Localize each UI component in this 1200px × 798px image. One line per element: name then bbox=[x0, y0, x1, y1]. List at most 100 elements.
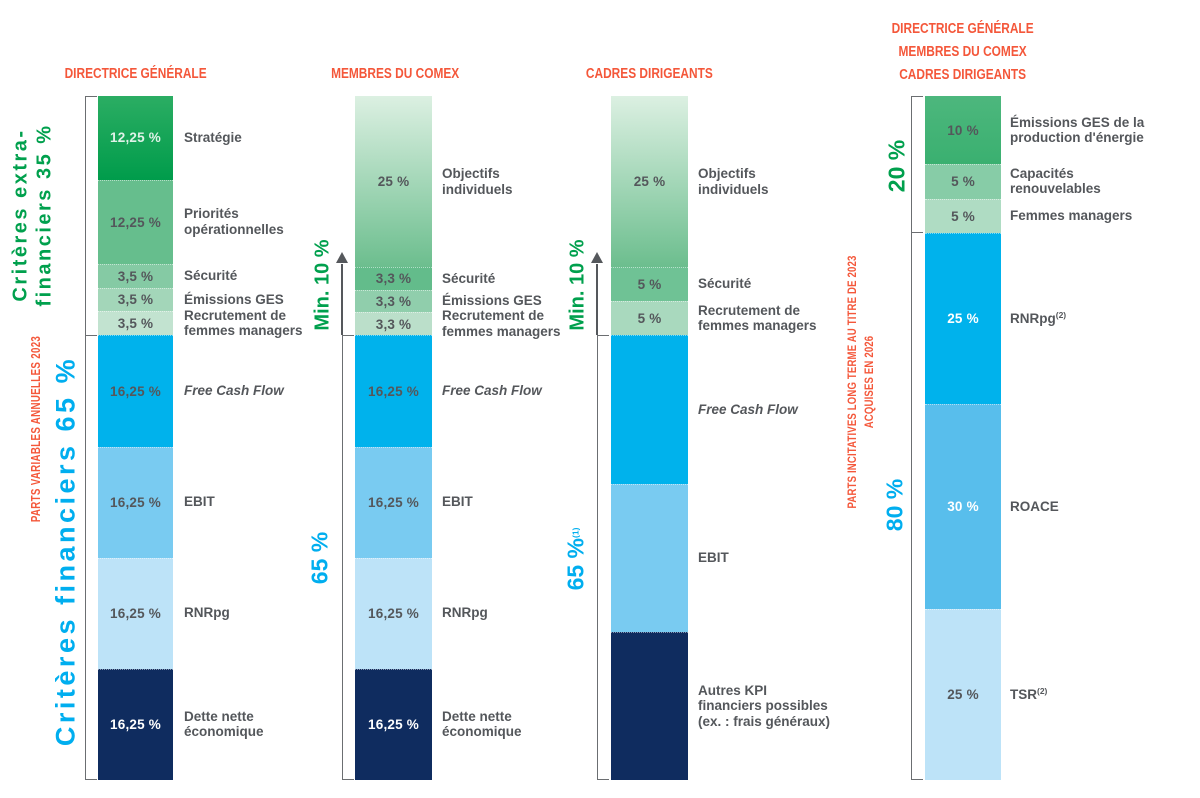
label-row: Sécurité bbox=[184, 264, 352, 288]
segment-securite: 3,3 % bbox=[355, 267, 432, 290]
segment-value: 10 % bbox=[947, 122, 979, 138]
bar-cadres-dirigeants: 25 % 5 % 5 % bbox=[611, 96, 688, 780]
label-row: EBIT bbox=[698, 484, 878, 632]
bracket-col4-20pct bbox=[911, 96, 923, 233]
label-row: ROACE bbox=[1010, 404, 1198, 609]
label-row: Priorités opérationnelles bbox=[184, 180, 352, 264]
labels-membres-comex: Objectifs individuels Sécurité Émissions… bbox=[442, 96, 610, 780]
column-header-cadres-dirigeants: CADRES DIRIGEANTS bbox=[499, 63, 799, 86]
segment-emissions-ges: 3,3 % bbox=[355, 289, 432, 313]
segment-value: 12,25 % bbox=[110, 214, 161, 230]
segment-label: Recrutement de femmes managers bbox=[184, 307, 303, 339]
segment-label-text: RNRpg bbox=[1010, 310, 1056, 326]
label-row: Free Cash Flow bbox=[442, 335, 610, 446]
labels-cadres-dirigeants: Objectifs individuels Sécurité Recruteme… bbox=[698, 96, 878, 780]
segment-label: Free Cash Flow bbox=[184, 383, 284, 399]
segment-strategie: 12,25 % bbox=[98, 96, 173, 180]
min10-arrow-shaft-cadres bbox=[596, 264, 598, 335]
label-row: Émissions GES bbox=[442, 290, 610, 313]
labels-directrice-generale: Stratégie Priorités opérationnelles Sécu… bbox=[184, 96, 352, 780]
bar-directrice-generale: 12,25 % 12,25 % 3,5 % 3,5 % 3,5 % 16,25 … bbox=[98, 96, 173, 780]
segment-value: 16,25 % bbox=[368, 383, 419, 399]
bracket-col1-financier bbox=[85, 335, 97, 780]
label-row: RNRpg bbox=[184, 558, 352, 669]
segment-value: 3,5 % bbox=[117, 268, 154, 284]
segment-value: 12,25 % bbox=[110, 130, 161, 146]
min10-arrow-shaft-comex bbox=[341, 264, 343, 335]
segment-label: Priorités opérationnelles bbox=[184, 206, 284, 237]
label-row: Recrutement de femmes managers bbox=[698, 301, 878, 335]
label-row: Stratégie bbox=[184, 96, 352, 180]
label-row: Dette nette économique bbox=[184, 669, 352, 780]
segment-label: Autres KPI financiers possibles (ex. : f… bbox=[698, 682, 831, 729]
segment-label: Recrutement de femmes managers bbox=[442, 308, 561, 339]
segment-label: Femmes managers bbox=[1010, 207, 1133, 223]
label-row: Sécurité bbox=[442, 267, 610, 290]
min10-arrow-head-icon bbox=[336, 252, 348, 263]
segment-value: 3,3 % bbox=[375, 271, 412, 287]
segment-securite: 5 % bbox=[611, 267, 688, 302]
segment-label: Sécurité bbox=[184, 267, 238, 283]
label-row: RNRpg bbox=[442, 558, 610, 669]
column-header-text: MEMBRES DU COMEX bbox=[330, 66, 460, 82]
segment-value: 16,25 % bbox=[110, 717, 161, 733]
segment-autres-kpi bbox=[611, 631, 688, 780]
label-row: Recrutement de femmes managers bbox=[184, 308, 352, 339]
segment-value: 3,5 % bbox=[117, 292, 154, 308]
segment-femmes-managers: 5 % bbox=[925, 198, 1001, 233]
bracket-col3-financier bbox=[597, 335, 609, 780]
segment-label: RNRpg bbox=[184, 605, 230, 621]
segment-value: 16,25 % bbox=[110, 606, 161, 622]
segment-value: 16,25 % bbox=[110, 383, 161, 399]
segment-label: Sécurité bbox=[442, 270, 496, 286]
segment-label: Stratégie bbox=[184, 130, 242, 146]
label-parts-variables-annuelles: PARTS VARIABLES ANNUELLES 2023 bbox=[29, 335, 43, 523]
label-row: Autres KPI financiers possibles (ex. : f… bbox=[698, 632, 878, 780]
label-row: EBIT bbox=[442, 447, 610, 558]
segment-label: RNRpg(2) bbox=[1010, 309, 1067, 327]
segment-label: Sécurité bbox=[698, 276, 752, 292]
segment-recrutement-femmes-managers: 3,5 % bbox=[98, 311, 173, 336]
segment-label: Free Cash Flow bbox=[442, 383, 542, 399]
segment-free-cash-flow: 16,25 % bbox=[355, 335, 432, 447]
label-row: Free Cash Flow bbox=[184, 335, 352, 446]
segment-securite: 3,5 % bbox=[98, 263, 173, 288]
column-header-combined: DIRECTRICE GÉNÉRALE MEMBRES DU COMEX CAD… bbox=[813, 18, 1113, 88]
segment-value: 16,25 % bbox=[368, 495, 419, 511]
segment-free-cash-flow: 16,25 % bbox=[98, 335, 173, 447]
segment-recrutement-femmes-managers: 3,3 % bbox=[355, 312, 432, 336]
segment-label: Dette nette économique bbox=[442, 708, 522, 740]
segment-value: 5 % bbox=[951, 208, 975, 224]
label-row: Sécurité bbox=[698, 267, 878, 301]
segment-label: Objectifs individuels bbox=[698, 165, 769, 197]
column-header-text: DIRECTRICE GÉNÉRALE bbox=[64, 66, 208, 82]
segment-value: 25 % bbox=[377, 174, 410, 189]
segment-dette-nette-economique: 16,25 % bbox=[98, 668, 173, 780]
segment-ebit: 16,25 % bbox=[355, 446, 432, 558]
label-row: Femmes managers bbox=[1010, 199, 1198, 233]
segment-value: 16,25 % bbox=[368, 717, 419, 733]
footnote-marker: (2) bbox=[1037, 685, 1048, 696]
label-row: Objectifs individuels bbox=[442, 96, 610, 267]
footnote-marker: (2) bbox=[1055, 309, 1067, 320]
label-row: Free Cash Flow bbox=[698, 335, 878, 483]
segment-label: Dette nette économique bbox=[184, 708, 264, 740]
segment-tsr: 25 % bbox=[925, 608, 1001, 780]
segment-objectifs-individuels: 25 % bbox=[611, 96, 688, 267]
segment-label: EBIT bbox=[698, 550, 729, 566]
segment-emissions-ges: 3,5 % bbox=[98, 287, 173, 312]
segment-value: 25 % bbox=[947, 311, 979, 327]
segment-label: TSR(2) bbox=[1010, 685, 1048, 703]
labels-combined-lti: Émissions GES de la production d'énergie… bbox=[1010, 96, 1198, 780]
label-row: Émissions GES bbox=[184, 288, 352, 312]
segment-value: 25 % bbox=[633, 174, 666, 189]
segment-label: Capacités renouvelables bbox=[1010, 165, 1101, 197]
segment-label: RNRpg bbox=[442, 605, 488, 621]
column-header-text: CADRES DIRIGEANTS bbox=[585, 66, 713, 82]
segment-value: 3,3 % bbox=[375, 316, 412, 332]
segment-label-text: TSR bbox=[1010, 686, 1037, 702]
label-row: EBIT bbox=[184, 447, 352, 558]
segment-label: Recrutement de femmes managers bbox=[698, 302, 817, 334]
segment-free-cash-flow bbox=[611, 335, 688, 484]
segment-priorites-operationnelles: 12,25 % bbox=[98, 179, 173, 264]
